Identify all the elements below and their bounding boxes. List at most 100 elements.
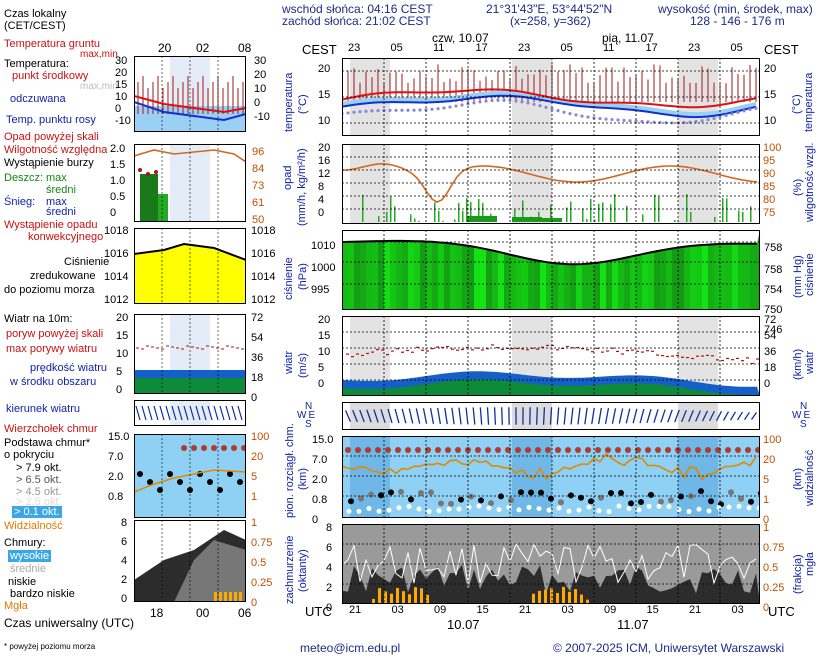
tick-wind-l-3: 5 [116,366,123,378]
panel-border [134,520,246,602]
dew-point [532,102,536,106]
cloud-base-point [378,492,384,499]
coords-text: 21°31'43"E, 53°44'52"N [486,2,613,16]
tick-precip-r-4: 50 [252,214,265,226]
cloud-base-low [616,503,622,509]
tick-cloud-r-1: 20 [251,451,264,463]
tick-cl-r-0: 1 [251,517,258,529]
utc-day2: 11.07 [617,617,649,632]
humidity-line [134,149,246,163]
cloud-top-point [455,447,461,453]
panel-border [134,144,246,222]
legend-rain-max: max [46,172,67,184]
cloud-base-point [618,489,624,496]
dew-point [616,118,620,122]
fog-bar [532,593,535,604]
rain-bar [438,210,440,222]
cloud-base-point [227,471,233,477]
utc-hour-2: 09 [434,604,447,616]
cloud-base-point [438,500,444,507]
cloud-base-low [706,508,712,514]
tick-wind-l-0: 20 [116,312,129,324]
cloud-top-point [425,447,431,453]
tick-cloud-l-2: 2.0 [108,471,124,483]
press-sky [342,230,760,265]
rain-bar [654,194,656,222]
panel-border [342,58,760,136]
tick-precip-r-1: 84 [252,163,265,175]
dew-point [514,99,518,103]
utc-hour-8: 21 [689,604,702,616]
cloud-top-point [525,447,531,453]
legend-conv2: konwekcyjnego [28,231,104,243]
mtick-wind-l-4: 0 [318,378,325,390]
legend-wind-dir: kierunek wiatru [6,403,80,415]
tick-cloud-l-0: 15.0 [108,431,130,443]
tick-wind-l-1: 15 [116,330,129,342]
dew-point [502,98,506,102]
dew-point [448,105,452,109]
rain-bar [598,203,600,222]
cloud-top-point [655,447,661,453]
mtick-precip-r-5: 75 [763,207,776,219]
local-hour-0: 23 [348,42,361,54]
panel-border [342,402,760,430]
panel-border [134,228,246,304]
mtick-cloud-l-1: 7.0 [312,454,328,466]
mtick-cl-l-2: 4 [326,562,333,574]
local-hour-7: 17 [645,42,658,54]
tick-precip-r-3: 61 [252,197,265,209]
tick-cl-l-3: 2 [121,574,128,586]
legend-storm: Wystąpienie burzy [4,157,94,169]
local-hour-8: 23 [688,42,701,54]
mtick-precip-l-3: 8 [318,181,325,193]
wind-arrow [422,408,428,424]
visibility-line [342,452,757,481]
storm-point [138,168,142,172]
mtick-cloud-l-3: 0.8 [312,494,328,506]
footer-email[interactable]: meteo@icm.edu.pl [300,641,401,655]
dew-point [574,113,578,117]
mtick-cloud-r-3: 1 [763,494,770,506]
tick-press-r-0: 1018 [251,225,276,237]
sunset-text: zachód słońca: 21:02 CEST [282,14,431,28]
cloud-base-point [147,479,153,485]
wind-arrow [591,407,595,425]
cloud-base-low [676,506,682,512]
dew-point [376,108,380,113]
press-col [342,230,348,310]
press-col [606,230,612,310]
wind-arrow [688,410,694,422]
legend-okt-2: > 6.5 okt. [16,474,62,486]
rain-bar [626,205,628,222]
dew-point [586,115,590,119]
press-col [438,230,444,310]
legend-clouds: Chmury: [4,537,46,549]
rain-bar [458,202,460,222]
mtick-press-r-2: 750 [764,304,783,316]
ylabel-cloud-unit: (km) [297,468,309,490]
rain-block [532,218,562,222]
press-col [534,230,540,310]
rain-bar [738,210,740,222]
cloud-top-point [191,445,197,451]
legend-time-sub: (CET/CEST) [4,20,66,32]
cloud-top-point [495,447,501,453]
wind-arrow [625,408,631,424]
legend-clouds-verylow: bardzo niskie [10,588,75,600]
press-col [360,230,366,310]
cloud-base-point [658,498,664,505]
mtick-precip-l-0: 20 [318,142,331,154]
rain-bar [642,214,644,222]
storm-point [154,170,158,174]
legend-fog: Mgła [4,600,28,612]
fog-bar [408,594,411,604]
cloud-base-low [646,503,652,509]
press-col [444,230,450,310]
cloud-base-point [177,479,183,485]
main-cover-chart [342,524,760,604]
tick-temp-r-2: 10 [254,83,267,95]
tick-wind-r-0: 72 [251,312,264,324]
fog-bar [239,592,242,602]
press-col [624,230,630,310]
